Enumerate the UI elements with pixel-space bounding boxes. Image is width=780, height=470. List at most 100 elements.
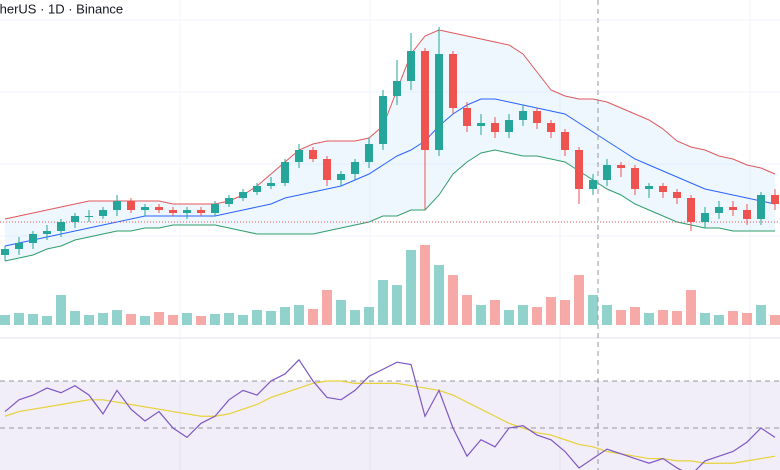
candle-body — [15, 243, 23, 249]
candle-body — [183, 210, 191, 213]
volume-bar — [168, 315, 178, 325]
volume-bar — [266, 311, 276, 325]
candle-body — [239, 192, 247, 198]
candle-body — [435, 54, 443, 150]
candle-body — [323, 159, 331, 180]
volume-bar — [756, 305, 766, 325]
volume-bar — [378, 280, 388, 325]
volume-bar — [588, 295, 598, 325]
candle-body — [589, 180, 597, 189]
volume-bar — [56, 295, 66, 325]
candle-body — [267, 183, 275, 186]
candle-body — [449, 54, 457, 108]
volume-bar — [98, 313, 108, 325]
volume-bar — [0, 315, 10, 325]
candle-body — [407, 51, 415, 81]
volume-bar — [406, 250, 416, 325]
volume-bar — [42, 316, 52, 325]
candle-body — [491, 123, 499, 132]
candle-body — [85, 216, 93, 217]
volume-bar — [434, 265, 444, 325]
volume-bar — [518, 305, 528, 325]
volume-bar — [602, 305, 612, 325]
volume-bar — [196, 316, 206, 325]
volume-bar — [574, 275, 584, 325]
volume-bar — [770, 315, 780, 325]
volume-bar — [448, 275, 458, 325]
volume-bar — [154, 312, 164, 325]
volume-bar — [742, 313, 752, 325]
volume-bar — [280, 307, 290, 325]
candle-body — [603, 165, 611, 180]
volume-bar — [714, 315, 724, 325]
candle-body — [575, 150, 583, 189]
candle-body — [351, 162, 359, 174]
volume-bar — [476, 305, 486, 325]
volume-bar — [700, 313, 710, 325]
volume-bar — [224, 313, 234, 325]
volume-bar — [490, 300, 500, 325]
candle-body — [533, 111, 541, 123]
candle-body — [505, 120, 513, 132]
candle-body — [379, 96, 387, 144]
volume-bar — [28, 314, 38, 325]
volume-bar — [294, 305, 304, 325]
volume-bar — [14, 313, 24, 325]
candle-body — [71, 216, 79, 222]
volume-bar — [210, 314, 220, 325]
volume-bar — [462, 295, 472, 325]
rsi-band — [0, 381, 780, 470]
candle-body — [645, 186, 653, 189]
candle-body — [477, 123, 485, 126]
candle-body — [701, 213, 709, 222]
volume-bar — [672, 311, 682, 325]
volume-bar — [644, 313, 654, 325]
candle-body — [169, 210, 177, 213]
chart-title: therUS · 1D · Binance — [0, 1, 123, 16]
volume-bar — [182, 313, 192, 325]
candle-body — [687, 198, 695, 222]
candle-body — [141, 207, 149, 210]
volume-bar — [630, 307, 640, 325]
candle-body — [43, 231, 51, 234]
volume-bar — [532, 307, 542, 325]
candle-body — [225, 198, 233, 204]
candle-body — [127, 201, 135, 210]
volume-bar — [126, 314, 136, 325]
candle-body — [295, 150, 303, 162]
volume-bar — [308, 309, 318, 325]
candle-body — [659, 186, 667, 192]
volume-bar — [70, 311, 80, 325]
candle-body — [1, 249, 9, 255]
candle-body — [547, 123, 555, 132]
band-fill — [5, 30, 775, 261]
volume-bar — [728, 311, 738, 325]
candle-body — [29, 234, 37, 243]
candle-body — [253, 186, 261, 192]
volume-bar — [336, 300, 346, 325]
candle-body — [463, 108, 471, 126]
candle-body — [421, 51, 429, 150]
volume-bar — [392, 285, 402, 325]
volume-bar — [504, 310, 514, 325]
volume-bar — [322, 290, 332, 325]
candle-body — [155, 207, 163, 210]
plot — [0, 27, 780, 470]
volume-bar — [238, 315, 248, 325]
candle-body — [631, 168, 639, 189]
candle-body — [715, 207, 723, 213]
candle-body — [561, 132, 569, 150]
candle-body — [281, 162, 289, 183]
candle-body — [743, 210, 751, 219]
candle-body — [99, 210, 107, 216]
volume-bar — [112, 310, 122, 325]
volume-bar — [546, 297, 556, 325]
volume-bar — [560, 300, 570, 325]
candle-body — [365, 144, 373, 162]
volume-bar — [616, 310, 626, 325]
volume-bar — [420, 245, 430, 325]
volume-bar — [658, 310, 668, 325]
candle-body — [337, 174, 345, 180]
